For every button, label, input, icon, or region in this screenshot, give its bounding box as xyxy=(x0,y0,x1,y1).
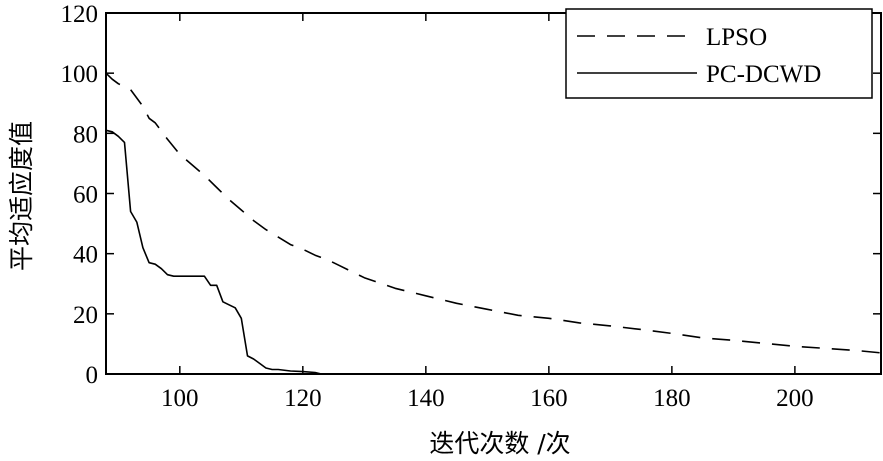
y-tick-label: 20 xyxy=(73,302,98,329)
y-tick-label: 60 xyxy=(73,182,98,209)
legend: LPSO PC-DCWD xyxy=(565,8,873,99)
x-tick-label: 120 xyxy=(284,385,322,412)
y-tick-label: 80 xyxy=(73,121,98,148)
x-tick-label: 180 xyxy=(653,385,691,412)
x-tick-label: 160 xyxy=(530,385,568,412)
x-tick-label: 100 xyxy=(161,385,199,412)
y-tick-label: 100 xyxy=(61,61,99,88)
series-line-pc-dcwd xyxy=(105,129,881,375)
legend-box xyxy=(565,8,873,99)
legend-label-lpso: LPSO xyxy=(706,24,767,51)
series-layer xyxy=(105,72,882,375)
y-tick-label: 120 xyxy=(61,1,99,28)
x-tick-label: 200 xyxy=(776,385,814,412)
y-tick-label: 40 xyxy=(73,242,98,269)
x-tick-label: 140 xyxy=(407,385,445,412)
y-axis-title: 平均适应度值 xyxy=(7,121,36,271)
series-line-lpso xyxy=(105,72,882,354)
legend-label-pc-dcwd: PC-DCWD xyxy=(706,61,821,88)
x-axis-title: 迭代次数 /次 xyxy=(429,429,570,458)
plot-area: 100 120 140 160 180 200 0 20 40 60 80 100 120 xyxy=(61,1,882,412)
y-tick-label: 0 xyxy=(86,362,99,389)
tick-labels: 100 120 140 160 180 200 0 20 40 60 80 100 120 xyxy=(61,1,814,412)
